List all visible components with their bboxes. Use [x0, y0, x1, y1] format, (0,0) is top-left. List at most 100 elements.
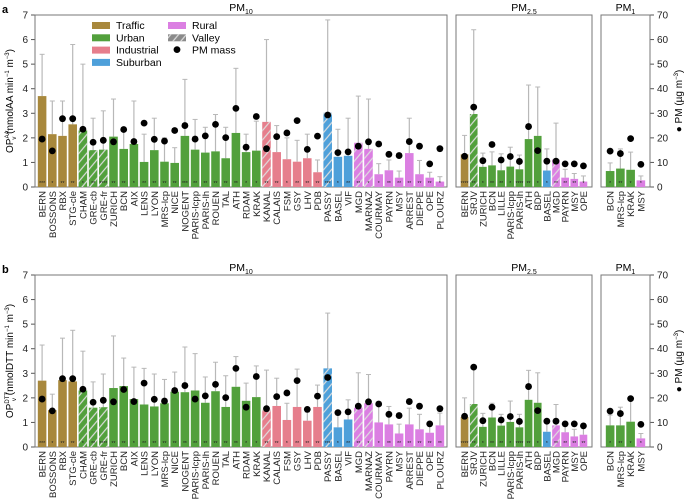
bar — [180, 135, 190, 187]
site-label: MGD — [354, 191, 365, 213]
significance-label: *** — [39, 441, 45, 447]
significance-label: ** — [418, 441, 422, 447]
y2-tick-label: 0 — [657, 443, 663, 454]
bar — [303, 158, 312, 187]
bar-group: ** KANAL — [262, 369, 273, 482]
site-label: OPE — [425, 451, 436, 471]
ylabel-main: OP — [5, 138, 16, 153]
ylabel-sup: DTT — [5, 392, 11, 404]
site-label: MRS-lcp — [616, 451, 627, 487]
bar-group: * BDP — [533, 86, 544, 211]
y2label-close: ) — [674, 70, 685, 73]
panel-title: PM1 — [616, 262, 636, 276]
site-label: MSY — [570, 190, 581, 211]
bar — [543, 431, 551, 447]
y2-axis-label: ● PM (µg m−3) — [674, 330, 685, 393]
bar-group: *** PASSY — [323, 19, 334, 222]
bar — [626, 421, 635, 447]
bar — [68, 381, 77, 447]
site-label: PAYRN — [384, 451, 395, 482]
site-label: PARIS-lh — [201, 191, 212, 229]
pm-mass-dot — [385, 150, 393, 158]
bar-group: ** MSY — [570, 160, 581, 212]
bar-group: * RDAM — [241, 382, 253, 479]
pm-mass-dot — [627, 135, 635, 142]
site-label: LILLE — [497, 451, 508, 476]
pm-mass-dot — [334, 149, 342, 157]
site-label: MSY — [395, 190, 406, 211]
bar — [109, 388, 118, 447]
pm-mass-dot — [552, 157, 560, 165]
significance-label: * — [82, 441, 84, 447]
pm-mass-dot — [48, 147, 56, 155]
site-label: NOGENT — [180, 191, 191, 232]
ylabel-rest: m — [5, 314, 16, 325]
pm-mass-dot — [89, 138, 97, 146]
bar-group: *** BERN — [38, 344, 49, 477]
panel-label: b — [2, 264, 9, 276]
bar — [68, 124, 77, 187]
bar-group: * PARIS-lcpp — [506, 146, 517, 239]
bar-group: *** BERN — [38, 53, 49, 217]
bar-group: ** BCN — [119, 126, 130, 211]
pm-mass-dot — [570, 420, 578, 428]
significance-label: * — [482, 181, 484, 187]
pm-mass-dot — [543, 417, 551, 425]
y2-tick-label: 40 — [657, 344, 669, 355]
y2-tick-label: 30 — [657, 109, 669, 120]
bar-group: ** OPE — [579, 422, 590, 471]
significance-label: ** — [71, 181, 75, 187]
site-label: KRAK — [252, 190, 263, 217]
pm-mass-dot — [516, 418, 523, 425]
bar — [524, 399, 533, 447]
legend-hatch — [168, 34, 186, 42]
significance-label: * — [609, 181, 611, 187]
significance-label: ** — [122, 181, 126, 187]
site-label: PARIS-lh — [515, 191, 526, 229]
pm-mass-dot — [283, 389, 291, 397]
significance-label: ** — [407, 441, 411, 447]
bar — [394, 177, 404, 187]
significance-label: ** — [499, 181, 503, 187]
bar-group: *** NOGENT — [180, 78, 191, 232]
pm-mass-dot — [534, 147, 542, 155]
site-label: PARIS-lcpp — [506, 191, 517, 239]
bar-group: ** RBX — [58, 100, 69, 211]
bar-group: ** MGD — [354, 372, 365, 473]
bar-group: ** PARIS-lcpp — [191, 118, 202, 239]
site-label: VIF — [344, 191, 355, 206]
bar-group: ** ZURICH — [109, 335, 120, 487]
significance-label: * — [630, 441, 632, 447]
pm-mass-dot — [637, 160, 645, 168]
significance-label: ** — [618, 441, 622, 447]
bar — [616, 168, 625, 187]
bar — [48, 410, 57, 447]
y2-tick-label: 40 — [657, 84, 669, 95]
significance-label: * — [255, 441, 257, 447]
site-label: BCN — [488, 191, 499, 211]
significance-label: ** — [572, 441, 576, 447]
bar-group: ** MRS-lcp — [160, 378, 171, 487]
bar-hatch — [262, 121, 271, 187]
pm-mass-dot — [38, 135, 46, 143]
significance-label: * — [582, 181, 584, 187]
significance-label: * — [368, 181, 370, 187]
significance-label: * — [630, 181, 632, 187]
pm-mass-dot — [365, 138, 372, 146]
significance-label: ** — [572, 181, 576, 187]
bar-group: * ZURICH — [478, 152, 489, 227]
pm-mass-dot — [344, 148, 352, 156]
site-label: ATH — [524, 191, 535, 209]
y-tick-label: 0 — [22, 183, 28, 194]
pm-mass-dot — [69, 115, 77, 123]
bar — [252, 397, 261, 447]
bar-group: * COURMAY — [374, 140, 385, 239]
bar-group: * BASEL — [542, 148, 553, 222]
bar-group: * BASEL — [333, 409, 344, 482]
site-label: PASSY — [323, 450, 334, 482]
site-label: GRE-fr — [99, 191, 110, 221]
bar — [241, 400, 251, 447]
panel-title: PM10 — [229, 262, 253, 276]
y-tick-label: 0 — [22, 443, 28, 454]
y-tick-label: 2 — [22, 133, 28, 144]
